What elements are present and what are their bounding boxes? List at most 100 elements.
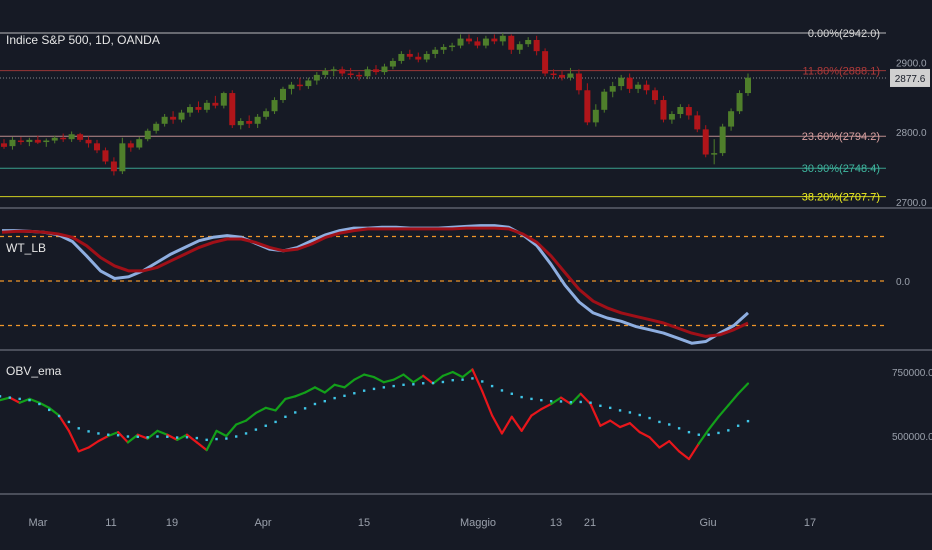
candle-body (533, 39, 540, 52)
candle-body (110, 161, 117, 172)
candle-body (499, 35, 506, 42)
candle-body (601, 91, 608, 110)
time-axis-label: 15 (358, 517, 370, 529)
obv-segment (67, 429, 80, 453)
obv-ema-dot (599, 404, 602, 407)
obv-segment (77, 446, 90, 453)
obv-ema-dot (628, 411, 632, 414)
candle-body (187, 107, 193, 113)
obv-segment (569, 392, 582, 406)
wt-pane[interactable]: WT_LB 0.0 (0, 224, 910, 345)
obv-ema-dot (579, 400, 582, 404)
candle-body (322, 70, 329, 75)
obv-ema-dot (343, 394, 346, 398)
time-axis-label: Mar (29, 517, 48, 529)
obv-ema-dot (8, 396, 12, 399)
candle-body (280, 88, 286, 101)
candle-body (313, 74, 320, 81)
candle-body (94, 143, 100, 151)
obv-ema-dot (156, 435, 159, 438)
candle-body (288, 84, 295, 89)
candle-body (466, 38, 472, 42)
obv-ema-dot (303, 407, 307, 410)
obv-ema-dot (107, 433, 110, 436)
obv-segment (481, 390, 494, 417)
obv-pane[interactable]: OBV_ema 750000.0 500000.0 (0, 364, 932, 461)
obv-ema-dot (510, 392, 513, 395)
candle-body (550, 73, 557, 76)
obv-segment (0, 396, 11, 402)
obv-ema-dot (481, 380, 484, 383)
time-axis-label: Maggio (460, 517, 496, 529)
candle-body (482, 38, 489, 46)
obv-segment (156, 429, 169, 436)
obv-segment (38, 401, 51, 409)
obv-segment (422, 374, 435, 385)
obv-ema-dot (67, 420, 71, 424)
obv-segment (609, 419, 622, 429)
obv-ema-dot (431, 381, 435, 385)
obv-ema-dot (28, 398, 31, 402)
candle-body (246, 120, 253, 124)
obv-segment (372, 376, 385, 384)
obv-ema-dot (175, 436, 179, 439)
obv-segment (678, 450, 691, 461)
obv-ema-dot (569, 401, 573, 404)
obv-axis-tick: 500000.0 (892, 432, 932, 443)
obv-ema-dot (559, 400, 563, 403)
obv-ema-dot (294, 411, 297, 414)
obv-segment (254, 406, 267, 415)
obv-ema-dot (264, 424, 267, 427)
candle-body (711, 153, 718, 155)
obv-segment (48, 406, 61, 417)
obv-ema-dot (195, 436, 199, 440)
obv-segment (648, 436, 661, 449)
obv-ema-dot (244, 432, 248, 435)
candle-body (127, 143, 134, 148)
obv-ema-dot (402, 383, 405, 386)
obv-segment (264, 406, 277, 412)
obv-ema-dot (382, 386, 386, 389)
obv-ema-dot (77, 427, 80, 430)
obv-ema-dot (57, 414, 61, 418)
obv-segment (717, 404, 730, 418)
candle-body (347, 73, 354, 76)
obv-segment (8, 396, 21, 404)
candle-body (17, 140, 24, 143)
wt-pane-title: WT_LB (6, 241, 46, 255)
price-pane[interactable]: Indice S&P 500, 1D, OANDA 2900.0 2800.0 27… (0, 28, 930, 209)
candle-body (229, 93, 236, 126)
time-axis[interactable]: Mar 11 19 Apr 15 Maggio 13 21 Giu 17 (29, 517, 817, 529)
obv-ema-dot (727, 429, 730, 432)
candle-body (34, 139, 41, 143)
obv-segment (500, 415, 513, 435)
candle-body (491, 38, 498, 42)
obv-ema-dot (658, 420, 661, 424)
obv-ema-dot (313, 402, 317, 406)
obv-ema-dot (530, 397, 533, 401)
candle-body (685, 107, 692, 116)
wt-axis-tick: 0.0 (896, 277, 910, 288)
candle-body (51, 137, 58, 141)
time-axis-label: 11 (105, 517, 116, 529)
candle-body (389, 60, 396, 67)
obv-segment (323, 383, 336, 394)
obv-segment (540, 402, 553, 411)
obv-ema-dot (490, 384, 494, 388)
candle-body (406, 53, 413, 57)
obv-segment (599, 419, 612, 427)
obv-segment (166, 433, 179, 441)
fib-level-label: 0.00%(2942.0) (808, 28, 880, 40)
candle-body (508, 35, 515, 50)
obv-ema-dot (18, 397, 21, 401)
candle-body (237, 120, 244, 126)
obv-ema-dot (116, 434, 120, 437)
obv-ema-dot (185, 436, 189, 439)
obv-segment (18, 397, 31, 404)
obv-segment (461, 368, 474, 379)
candle-body (652, 90, 658, 101)
obv-segment (579, 392, 592, 406)
symbol-title: Indice S&P 500, 1D, OANDA (6, 33, 160, 47)
